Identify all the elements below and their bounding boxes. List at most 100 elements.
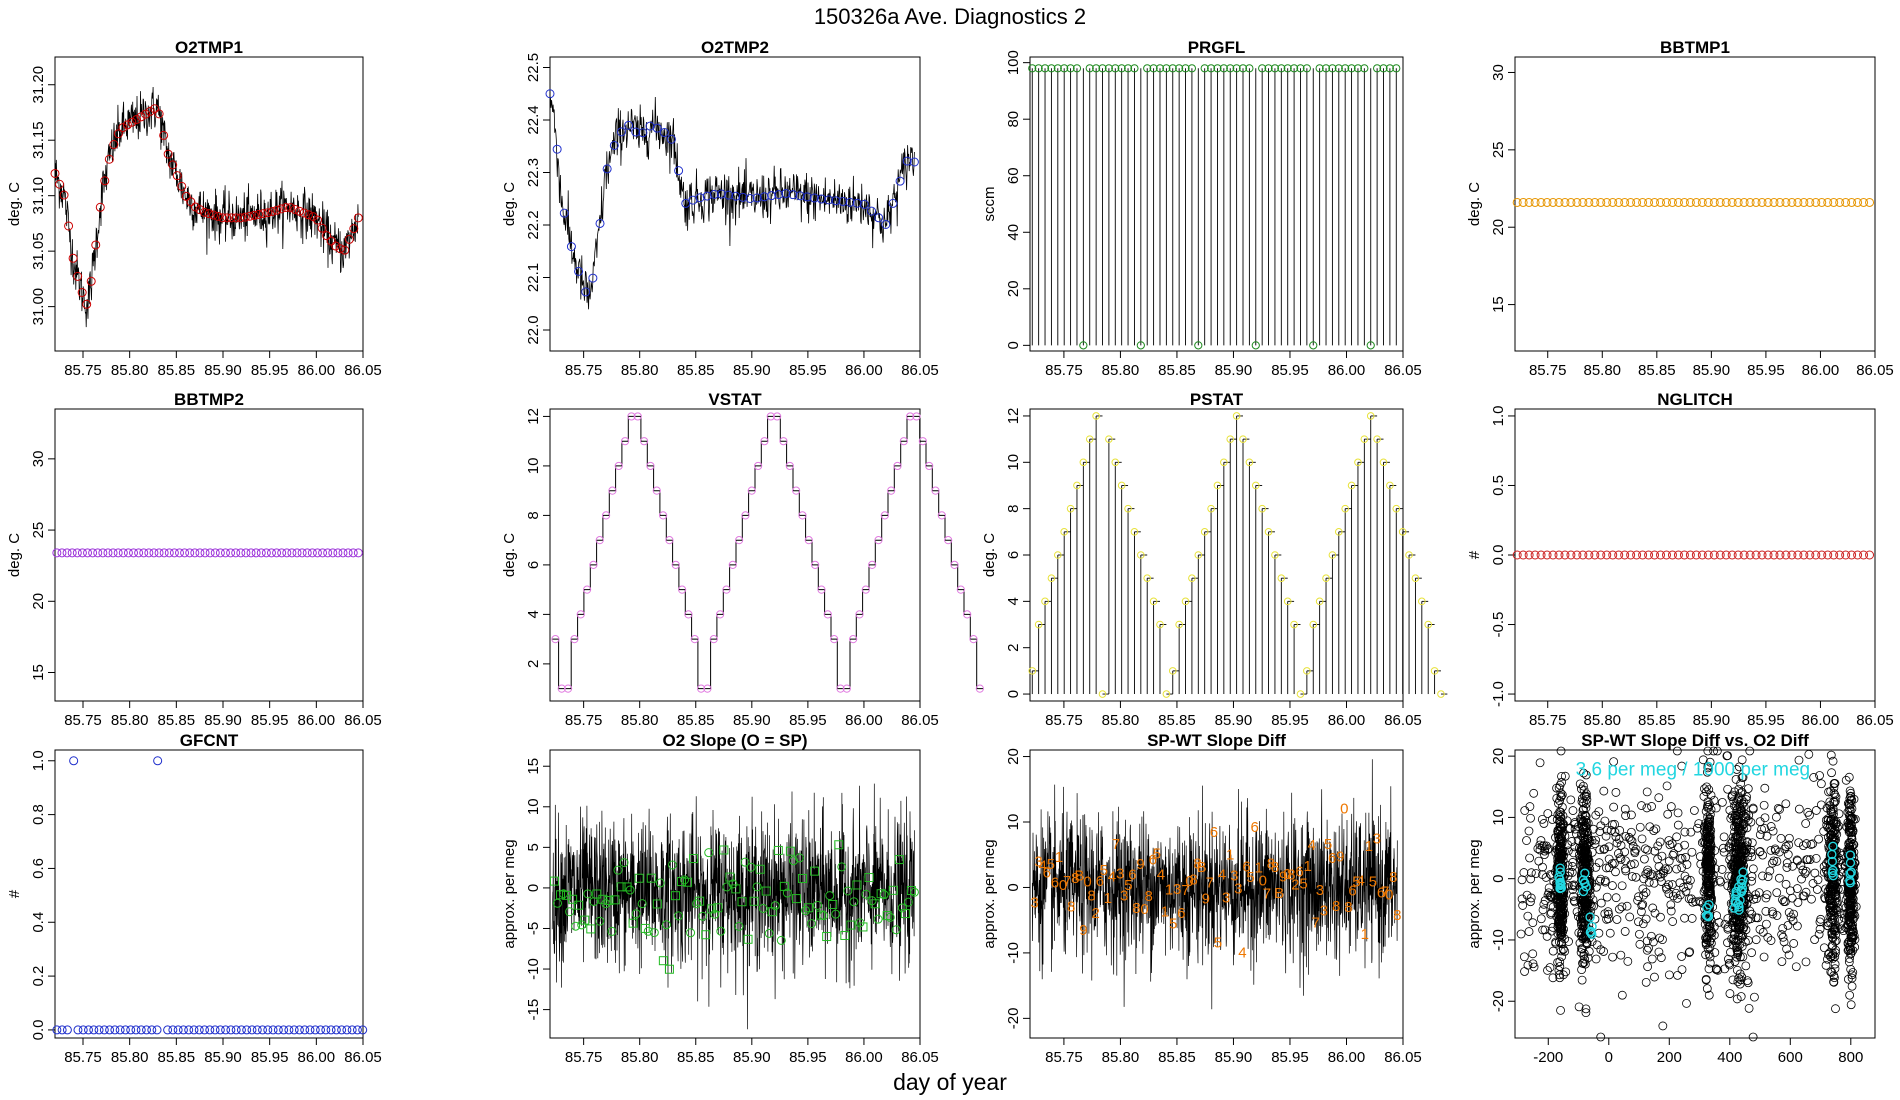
y-tick-label: 0.0: [1490, 545, 1507, 566]
data-point: [1206, 64, 1216, 73]
data-point: [331, 1025, 341, 1035]
x-tick-label: 85.90: [1215, 362, 1253, 379]
data-point: [1829, 977, 1839, 987]
data-point: [1635, 929, 1644, 939]
data-point: [1698, 755, 1708, 765]
data-point: [1545, 892, 1555, 901]
data-point: [1553, 810, 1563, 820]
data-point: [1829, 550, 1839, 560]
data-point: [1572, 197, 1582, 207]
data-point: [722, 585, 731, 594]
data-point: [1560, 197, 1570, 207]
data-point: [1847, 795, 1857, 805]
data-point: [1793, 197, 1803, 207]
data-point: [1539, 819, 1549, 828]
data-point: [1704, 949, 1714, 959]
data-point: [1570, 842, 1580, 852]
data-point: [69, 756, 79, 766]
data-point: [1710, 846, 1720, 855]
data-point: [1823, 814, 1833, 824]
data-point: [670, 891, 680, 901]
data-point: [150, 104, 160, 114]
data-point: [153, 756, 163, 766]
data-point: [1586, 906, 1596, 916]
data-point: [231, 548, 241, 558]
x-tick-label: 85.75: [565, 1049, 603, 1066]
data-point: [1567, 837, 1577, 846]
data-point: [1548, 550, 1558, 560]
x-tick-label: 86.05: [1856, 362, 1894, 379]
data-point: [1614, 904, 1624, 914]
data-point: [1328, 551, 1337, 559]
data-point: [1703, 767, 1712, 777]
data-point: [231, 1025, 241, 1035]
data-point: [864, 873, 874, 883]
data-point: [770, 901, 780, 911]
data-point: [1793, 550, 1803, 560]
data-point: [1309, 620, 1318, 629]
data-point: [1704, 964, 1714, 974]
data-point: [1662, 781, 1672, 791]
data-point: [781, 189, 791, 199]
x-tick-label: 86.05: [1384, 362, 1422, 379]
data-point: [256, 548, 266, 558]
data-point: [1667, 550, 1677, 560]
data-point: [1581, 1008, 1591, 1018]
data-point: [1673, 843, 1683, 852]
data-point: [1811, 197, 1821, 207]
data-point: [1811, 853, 1821, 863]
data-point: [1194, 341, 1203, 350]
data-point: [1681, 852, 1690, 862]
y-tick-label: 8: [525, 511, 542, 519]
data-point: [1760, 823, 1769, 833]
data-point: [1708, 870, 1718, 880]
y-axis-label: deg. C: [981, 533, 998, 577]
data-point: [824, 195, 834, 205]
data-point: [1354, 458, 1362, 467]
data-point: [1820, 894, 1830, 904]
data-point: [1847, 981, 1857, 991]
data-point: [1536, 836, 1546, 845]
data-point: [1034, 64, 1043, 73]
data-point: [1582, 828, 1591, 838]
data-point: [1859, 550, 1869, 560]
x-tick-label: 86.00: [1802, 712, 1840, 729]
data-point: [1835, 197, 1845, 207]
data-point: [1697, 838, 1707, 847]
data-point: 8: [1271, 859, 1279, 876]
data-point: [902, 156, 912, 166]
data-point: [251, 548, 261, 558]
highlight-point: [1585, 927, 1596, 938]
data-point: [1651, 824, 1661, 834]
data-point: [1424, 620, 1433, 629]
data-point: [340, 245, 350, 255]
data-point: [1685, 875, 1695, 885]
data-point: [740, 857, 750, 867]
highlight-point: [1828, 841, 1838, 852]
data-point: [1683, 881, 1693, 891]
data-point: [1551, 833, 1560, 842]
data-point: [1544, 883, 1554, 893]
data-point: [1630, 846, 1640, 856]
data-point: [785, 846, 795, 856]
data-point: 5: [1100, 862, 1108, 879]
data-point: [122, 120, 132, 130]
data-point: [131, 115, 141, 125]
data-point: [1111, 458, 1120, 467]
data-point: [1703, 197, 1713, 207]
data-point: [1123, 64, 1133, 73]
data-point: [1821, 960, 1831, 970]
data-point: [1066, 504, 1075, 513]
data-point: 3: [1120, 887, 1128, 904]
data-point: [776, 935, 786, 945]
data-point: [1630, 859, 1639, 869]
data-point: [136, 112, 146, 122]
data-point: 1: [1055, 849, 1063, 866]
data-point: [1706, 893, 1716, 903]
data-point: [1776, 833, 1786, 843]
data-point: [172, 171, 182, 181]
data-point: [1565, 824, 1575, 833]
data-point: [1569, 848, 1579, 858]
data-point: [1829, 809, 1838, 819]
data-point: [1734, 865, 1743, 874]
